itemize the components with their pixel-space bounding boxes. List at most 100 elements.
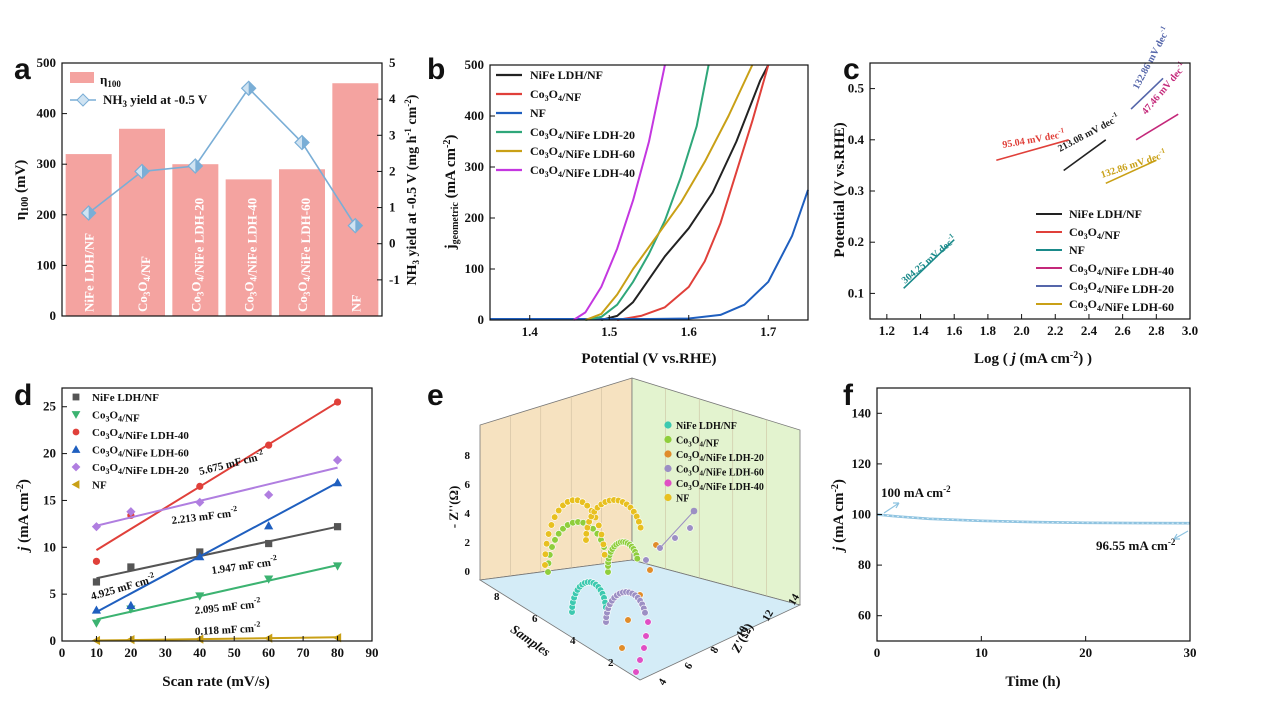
panel-b-frame — [489, 64, 809, 321]
panel-d-y-tick-label: 5 — [50, 586, 57, 601]
fit-line — [96, 525, 338, 580]
panel-d-y-tick-label: 10 — [43, 539, 56, 554]
nyquist-point — [555, 530, 563, 538]
nyquist-point — [600, 551, 609, 559]
tafel-line — [1130, 77, 1164, 110]
legend-marker — [664, 479, 672, 487]
panel-e-ylabel: - Z''(Ω) — [446, 486, 461, 529]
panel-b-label: b — [427, 53, 445, 86]
panel-e-zlabel: Samples — [508, 621, 553, 659]
legend-label: Co3O4/NiFe LDH-20 — [1069, 279, 1174, 296]
panel-f-x-tick-label: 10 — [975, 645, 988, 660]
legend-label: Co3O4/NiFe LDH-60 — [676, 465, 764, 479]
nyquist-point — [671, 534, 679, 542]
panel-d-xlabel: Scan rate (mV/s) — [162, 674, 269, 690]
panel-a-y-right-tick-label: 5 — [389, 55, 396, 70]
panel-c-y-tick-label: 0.2 — [848, 234, 864, 249]
nh3-yield-line — [88, 87, 357, 227]
panel-f-x-tick-label: 20 — [1079, 645, 1092, 660]
nyquist-point — [641, 609, 649, 617]
legend-label: Co3O4/NiFe LDH-20 — [676, 450, 764, 464]
nh3-yield-point-half — [302, 135, 309, 150]
data-point — [332, 478, 343, 487]
capacitance-label: 0.118 mF cm-2 — [194, 620, 261, 638]
bar-eta100 — [172, 164, 219, 316]
panel-d-x-tick-label: 10 — [90, 645, 103, 660]
panel-c-x-tick-label: 2.8 — [1148, 323, 1165, 338]
panel-e-label: e — [427, 379, 444, 412]
legend-label: Co3O4/NiFe LDH-60 — [530, 144, 635, 161]
panel-b-y-tick-label: 200 — [465, 210, 485, 225]
panel-a-ylabel-right: NH3 yield at -0.5 V (mg h-1 cm-2) — [403, 94, 421, 285]
legend-label: NiFe LDH/NF — [92, 392, 159, 404]
tafel-slope-label: 213.08 mV dec-1 — [1055, 110, 1122, 155]
legend-label: Co3O4/NiFe LDH-40 — [1069, 261, 1174, 278]
data-point — [196, 482, 204, 490]
panel-c-frame — [869, 62, 1191, 320]
panel-c-x-tick-label: 2.0 — [1013, 323, 1029, 338]
panel-f-xlabel: Time (h) — [1005, 674, 1060, 690]
nyquist-point — [551, 536, 559, 544]
nh3-yield-point-half — [195, 159, 203, 174]
stability-curve-highlight — [876, 514, 1191, 524]
panel-c-y-tick-label: 0.1 — [848, 285, 864, 300]
data-point — [264, 575, 274, 584]
nh3-yield-point-half — [142, 164, 149, 179]
capacitance-label: 1.947 mF cm-2 — [210, 553, 278, 577]
panel-f-y-tick-label: 80 — [858, 557, 871, 572]
panel-b-x-tick-label: 1.5 — [601, 324, 618, 339]
data-point — [195, 592, 205, 601]
nyquist-point — [599, 540, 608, 549]
panel-a-y-right-tick-label: -1 — [389, 272, 400, 287]
panel-d-y-tick-label: 20 — [43, 446, 56, 461]
legend-label: NF — [92, 480, 107, 492]
nh3-yield-point-half — [355, 218, 363, 233]
capacitance-label: 2.213 mF cm-2 — [171, 504, 239, 527]
nyquist-point — [582, 536, 590, 544]
panel-c-ylabel: Potential (V vs.RHE) — [832, 122, 848, 257]
legend-label: Co3O4/NiFe LDH-40 — [92, 427, 189, 442]
panel-e-z-tick-label: 8 — [494, 591, 500, 603]
panel-c-x-tick-label: 2.2 — [1047, 323, 1063, 338]
legend-label: NF — [676, 494, 689, 505]
legend-label: Co3O4/NiFe LDH-20 — [530, 125, 635, 142]
panel-a-y-tick-label: 0 — [50, 308, 57, 323]
panel-e-x-tick-label: 8 — [708, 644, 721, 655]
panel-d-x-tick-label: 60 — [262, 645, 275, 660]
legend-label: Co3O4/NF — [530, 87, 581, 104]
panel-a-y-tick-label: 200 — [37, 207, 57, 222]
legend-label: Co3O4/NiFe LDH-60 — [92, 445, 189, 460]
panel-e-x-tick-label: 6 — [682, 660, 695, 671]
panel-e-z-tick-label: 2 — [608, 657, 614, 669]
panel-c-y-tick-label: 0.4 — [848, 132, 865, 147]
nyquist-point — [541, 550, 550, 558]
panel-f: f 100 mA cm-2 96.55 mA cm-2 0 10 20 30 60 80 1… — [830, 379, 1197, 690]
panel-f-y-tick-label: 140 — [852, 405, 872, 420]
fit-line — [95, 401, 339, 551]
bar-eta100 — [65, 154, 112, 316]
data-point — [264, 521, 274, 530]
legend-marker — [71, 445, 81, 453]
nyquist-point — [544, 568, 552, 576]
panel-c-x-tick-label: 1.4 — [912, 323, 929, 338]
nyquist-trace — [659, 510, 695, 549]
nyquist-point — [624, 616, 632, 624]
panel-a-label: a — [14, 53, 31, 86]
legend-marker — [71, 480, 80, 489]
panel-a-y-tick-label: 400 — [37, 106, 57, 121]
bar-category-label: Co3O4/NiFe LDH-40 — [242, 198, 260, 312]
annotation-arrow — [883, 502, 900, 514]
nyquist-point — [555, 506, 563, 515]
panel-b: b 1.4 1.5 1.6 1.7 0 100 200 300 400 500 NiFe LDH… — [427, 53, 809, 367]
bar-eta100 — [119, 128, 165, 316]
panel-d-x-tick-label: 70 — [297, 645, 310, 660]
nyquist-point — [542, 540, 551, 548]
nyquist-point — [644, 618, 652, 626]
nyquist-point — [686, 524, 694, 532]
panel-a-y-right-tick-label: 4 — [389, 91, 396, 106]
nyquist-point — [548, 543, 556, 551]
fit-line — [95, 481, 339, 613]
capacitance-label: 5.675 mF cm-2 — [197, 447, 265, 478]
panel-c-x-tick-label: 1.8 — [980, 323, 997, 338]
nyquist-point — [597, 530, 606, 539]
